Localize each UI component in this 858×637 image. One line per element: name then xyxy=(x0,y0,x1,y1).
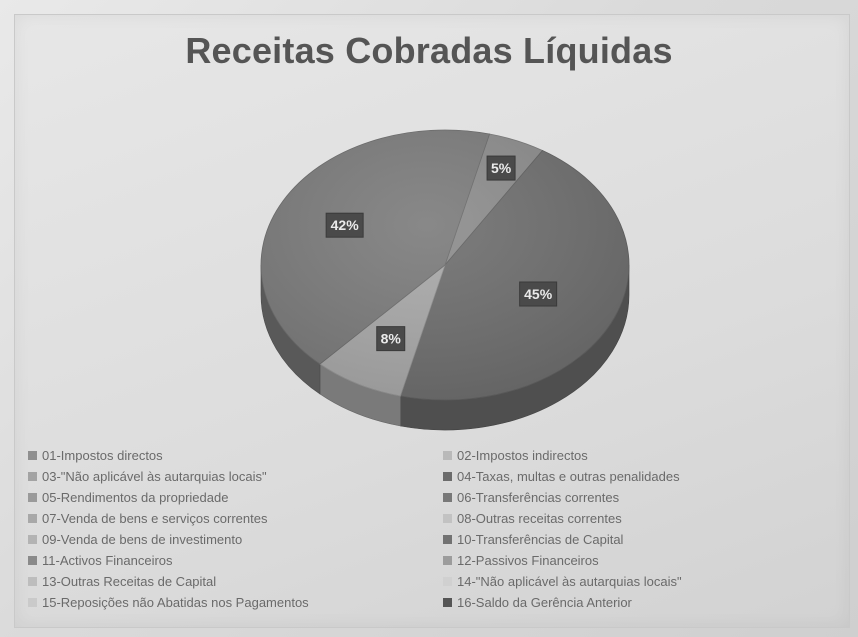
legend-label: 08-Outras receitas correntes xyxy=(457,510,622,526)
legend-label: 03-"Não aplicável às autarquias locais" xyxy=(42,468,267,484)
legend-swatch xyxy=(443,471,452,481)
legend-swatch xyxy=(443,576,452,586)
legend-label: 02-Impostos indirectos xyxy=(457,447,588,463)
legend-item: 09-Venda de bens de investimento xyxy=(28,530,242,548)
legend-swatch xyxy=(28,576,37,586)
legend-swatch xyxy=(28,492,37,502)
legend-swatch xyxy=(28,450,37,460)
legend-item: 12-Passivos Financeiros xyxy=(443,551,599,569)
legend-label: 09-Venda de bens de investimento xyxy=(42,531,243,547)
legend-swatch xyxy=(28,471,37,481)
legend-item: 16-Saldo da Gerência Anterior xyxy=(443,593,632,611)
legend-item: 15-Reposições não Abatidas nos Pagamento… xyxy=(28,593,309,611)
data-label: 42% xyxy=(331,217,360,233)
legend-swatch xyxy=(443,492,452,502)
pie-top xyxy=(260,129,630,401)
legend-item: 03-"Não aplicável às autarquias locais" xyxy=(28,467,267,485)
legend-swatch xyxy=(28,513,37,523)
legend-item: 02-Impostos indirectos xyxy=(443,446,588,464)
legend-label: 15-Reposições não Abatidas nos Pagamento… xyxy=(42,594,309,610)
data-label: 45% xyxy=(524,286,553,302)
chart-title: Receitas Cobradas Líquidas xyxy=(185,30,673,71)
legend-item: 05-Rendimentos da propriedade xyxy=(28,488,228,506)
legend-label: 05-Rendimentos da propriedade xyxy=(42,489,229,505)
legend-swatch xyxy=(28,597,37,607)
legend-label: 01-Impostos directos xyxy=(42,447,163,463)
pie-shading xyxy=(261,130,629,400)
legend-item: 10-Transferências de Capital xyxy=(443,530,623,548)
legend-swatch xyxy=(443,450,452,460)
pie-labels: 5% 45% 8% 42% xyxy=(325,155,558,352)
legend-item: 14-"Não aplicável às autarquias locais" xyxy=(443,572,682,590)
data-label-box xyxy=(519,281,558,307)
legend-label: 13-Outras Receitas de Capital xyxy=(42,573,217,589)
legend-swatch xyxy=(28,555,37,565)
legend-item: 06-Transferências correntes xyxy=(443,488,619,506)
data-label-box xyxy=(325,212,364,238)
legend-item: 13-Outras Receitas de Capital xyxy=(28,572,216,590)
legend-label: 12-Passivos Financeiros xyxy=(457,552,599,568)
data-label-box xyxy=(486,155,516,181)
data-label-box xyxy=(376,326,406,352)
legend-label: 04-Taxas, multas e outras penalidades xyxy=(457,468,680,484)
legend-item: 01-Impostos directos xyxy=(28,446,163,464)
legend-swatch xyxy=(443,597,452,607)
data-label: 5% xyxy=(491,160,512,176)
legend-item: 07-Venda de bens e serviços correntes xyxy=(28,509,267,527)
legend-swatch xyxy=(443,555,452,565)
legend-label: 10-Transferências de Capital xyxy=(457,531,624,547)
legend-label: 11-Activos Financeiros xyxy=(42,552,173,568)
legend-swatch xyxy=(443,534,452,544)
legend-swatch xyxy=(443,513,452,523)
legend-item: 11-Activos Financeiros xyxy=(28,551,173,569)
legend-label: 07-Venda de bens e serviços correntes xyxy=(42,510,268,526)
legend-label: 16-Saldo da Gerência Anterior xyxy=(457,594,632,610)
legend-item: 04-Taxas, multas e outras penalidades xyxy=(443,467,680,485)
legend-label: 14-"Não aplicável às autarquias locais" xyxy=(457,573,682,589)
legend-swatch xyxy=(28,534,37,544)
legend-label: 06-Transferências correntes xyxy=(457,489,620,505)
legend-item: 08-Outras receitas correntes xyxy=(443,509,622,527)
data-label: 8% xyxy=(381,331,402,347)
